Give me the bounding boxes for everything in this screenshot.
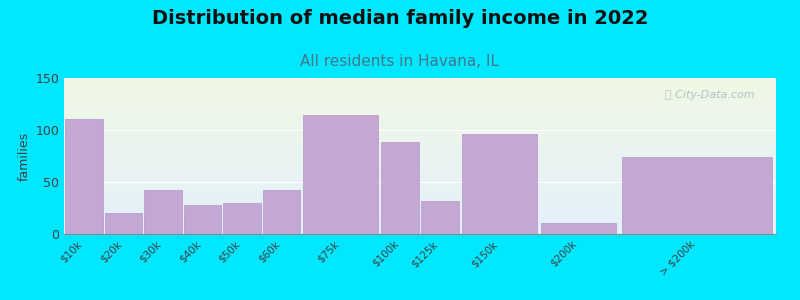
Bar xyxy=(184,205,222,234)
Bar xyxy=(462,134,537,234)
Bar xyxy=(262,190,300,234)
Bar xyxy=(303,116,378,234)
Bar xyxy=(382,142,419,234)
Bar xyxy=(144,190,182,234)
Bar xyxy=(223,203,261,234)
Bar xyxy=(65,118,102,234)
Y-axis label: families: families xyxy=(18,131,31,181)
Text: Distribution of median family income in 2022: Distribution of median family income in … xyxy=(152,9,648,28)
Bar xyxy=(541,223,616,234)
Bar xyxy=(622,157,772,234)
Bar xyxy=(421,201,458,234)
Text: All residents in Havana, IL: All residents in Havana, IL xyxy=(301,54,499,69)
Bar xyxy=(105,213,142,234)
Text: ⓘ City-Data.com: ⓘ City-Data.com xyxy=(665,91,754,100)
